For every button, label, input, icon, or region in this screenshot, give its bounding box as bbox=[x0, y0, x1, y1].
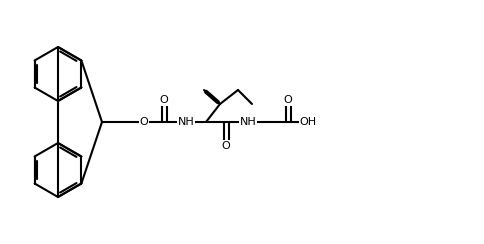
Text: O: O bbox=[160, 95, 168, 105]
Text: OH: OH bbox=[300, 117, 317, 127]
Text: NH: NH bbox=[178, 117, 195, 127]
Text: O: O bbox=[284, 95, 292, 105]
Text: O: O bbox=[139, 117, 149, 127]
Text: O: O bbox=[222, 141, 230, 151]
Text: NH: NH bbox=[240, 117, 257, 127]
